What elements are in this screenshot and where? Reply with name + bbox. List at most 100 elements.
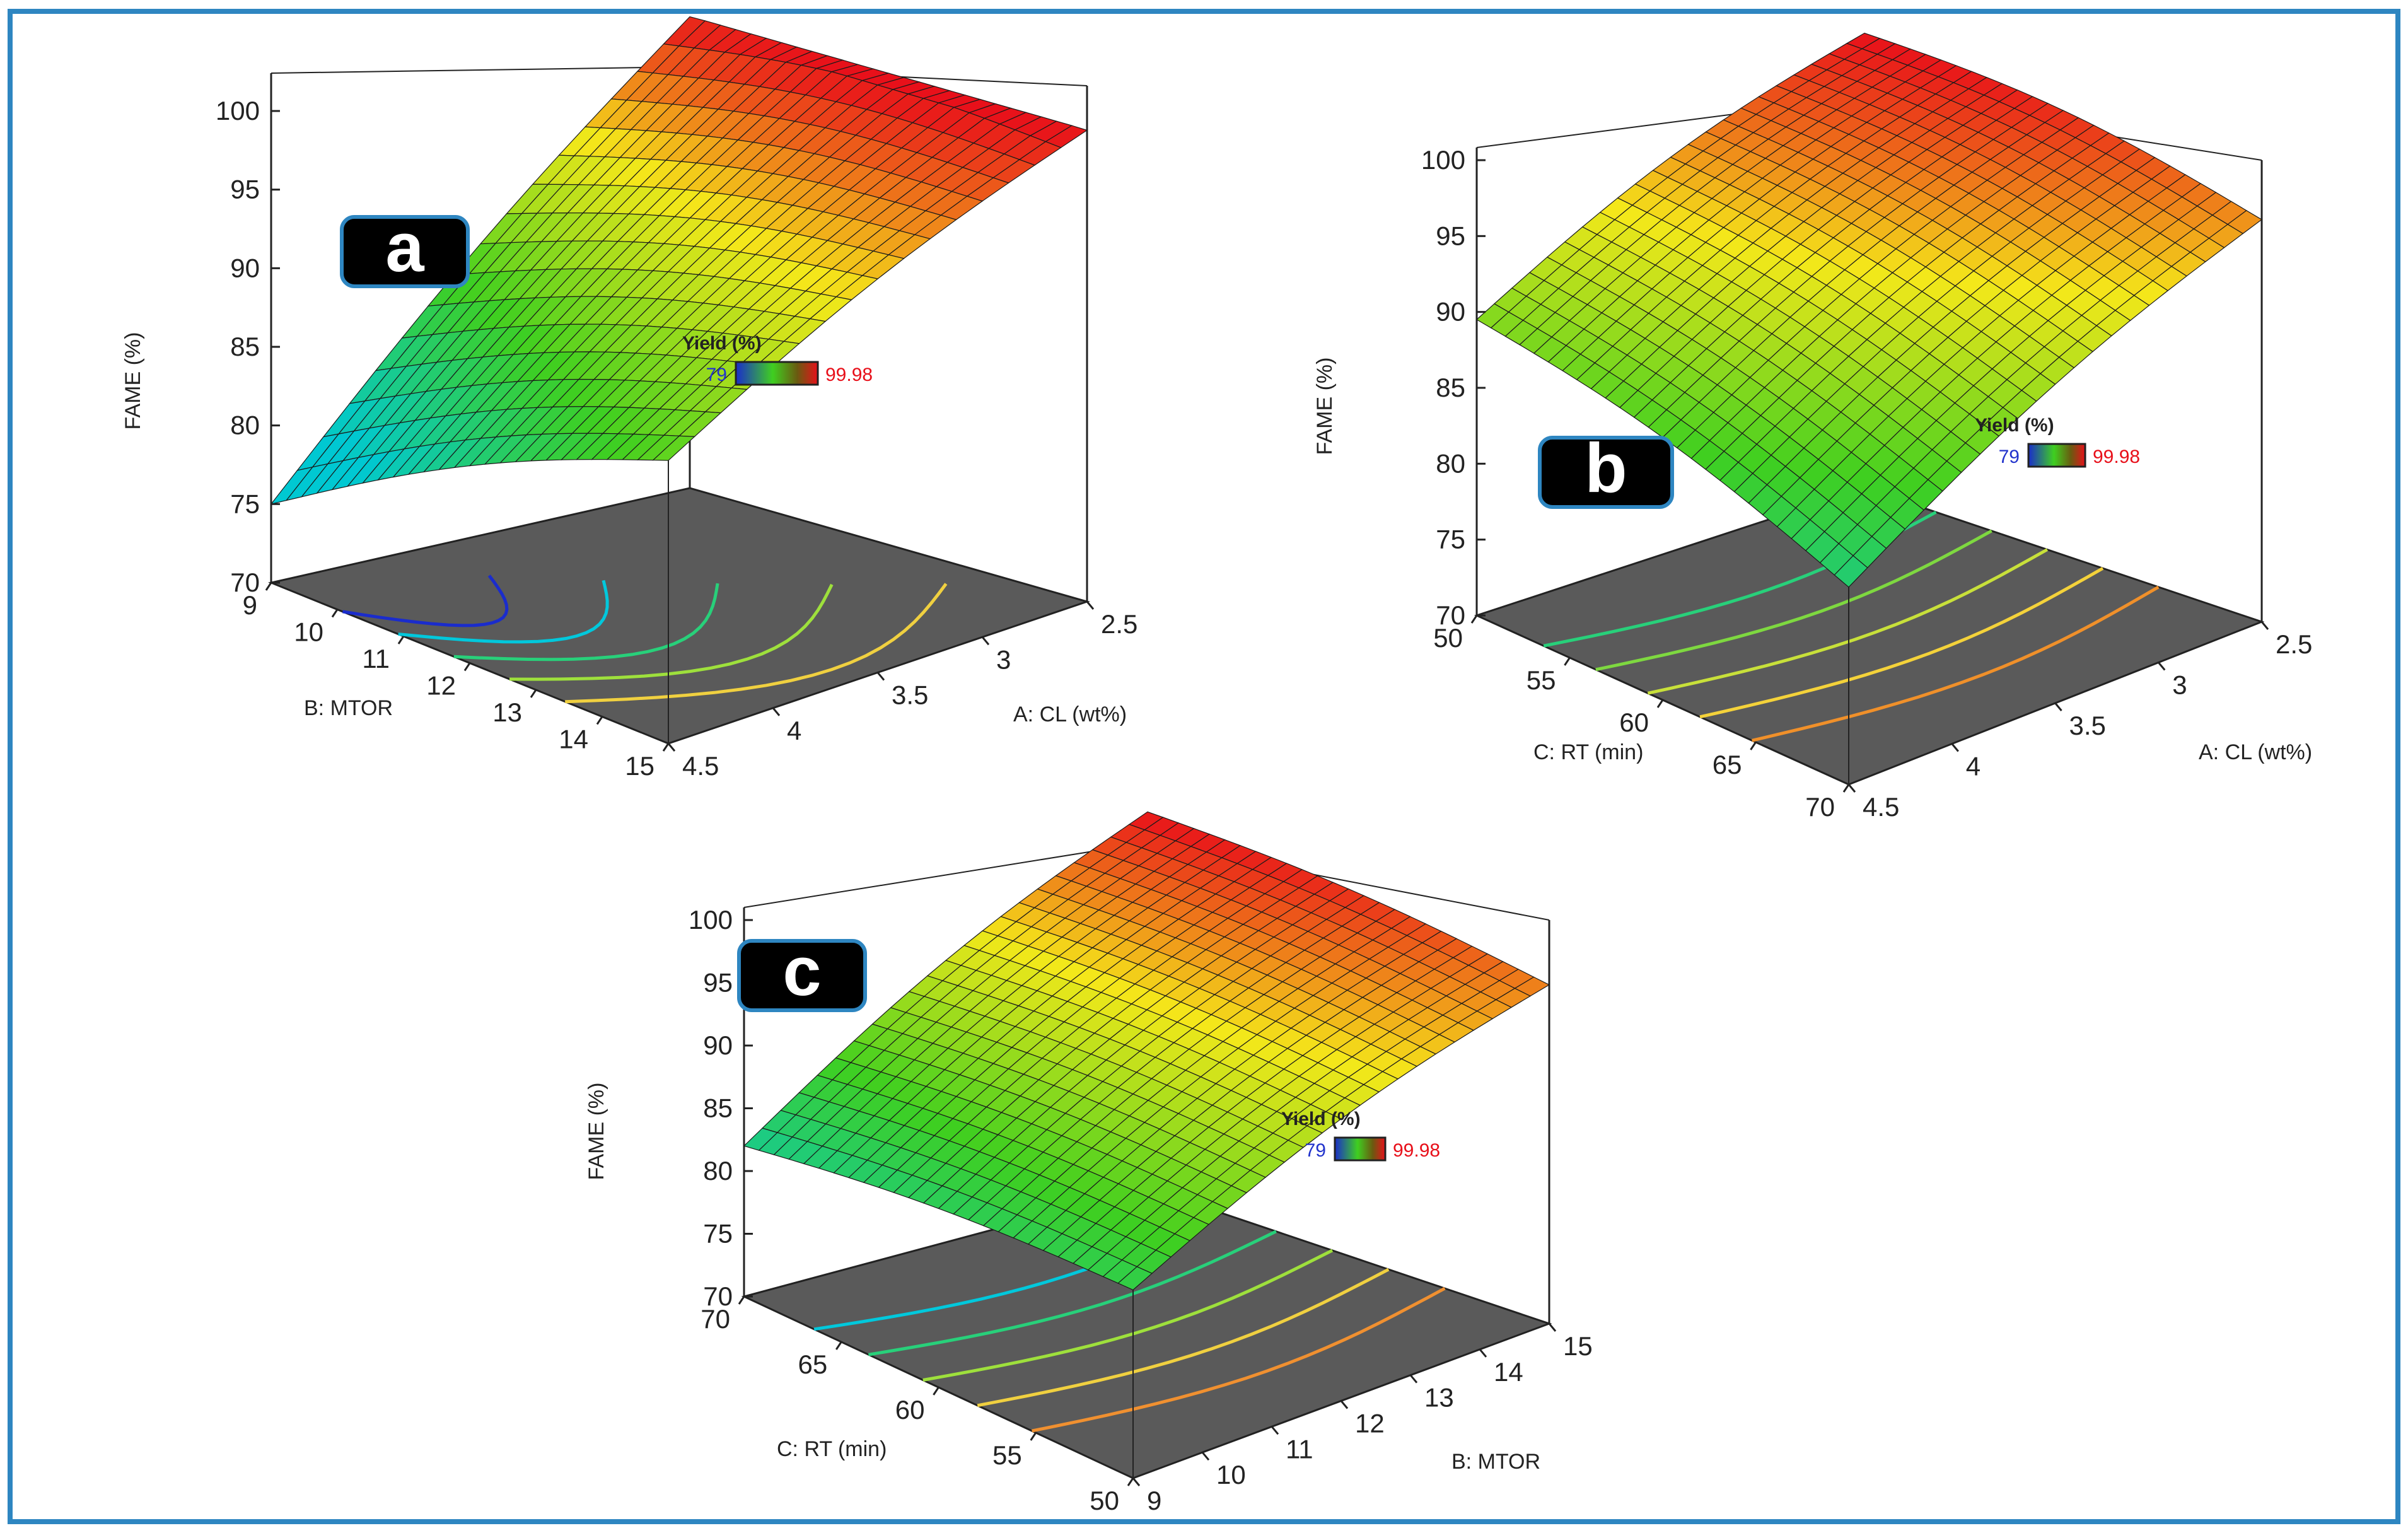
legend-min-label: 79 xyxy=(1999,446,2020,467)
floor-contour-87 xyxy=(868,1230,1277,1356)
legend-color-bar xyxy=(2027,443,2086,468)
z-tick-label: 95 xyxy=(1436,221,1465,250)
right-axis-tick xyxy=(1086,601,1095,610)
legend-min-label: 79 xyxy=(1305,1140,1326,1161)
panel-label-text: c xyxy=(782,933,821,1010)
left-axis-tick-label: 50 xyxy=(1433,623,1463,653)
left-axis-tick xyxy=(1842,784,1850,793)
right-axis-label: A: CL (wt%) xyxy=(2199,740,2312,764)
right-axis-tick xyxy=(2260,621,2269,630)
floor-contour-90 xyxy=(453,583,719,662)
z-tick-label: 90 xyxy=(1436,297,1465,327)
right-axis-tick xyxy=(981,636,990,646)
panel-c: 70 75 80 85 90 95 100 FAME (%) 70 65 60 55 50 C: RT (… xyxy=(585,811,1593,1515)
z-tick-label: 80 xyxy=(703,1156,733,1186)
left-axis-tick xyxy=(662,743,670,752)
right-axis-tick-label: 14 xyxy=(1494,1357,1523,1387)
right-axis-tick-label: 15 xyxy=(1563,1331,1593,1361)
surface-mesh xyxy=(1475,32,2263,588)
left-axis-tick-label: 10 xyxy=(294,617,323,647)
right-axis-tick-label: 4 xyxy=(1966,752,1980,781)
left-axis-tick xyxy=(265,582,272,591)
legend-color-bar xyxy=(1334,1136,1387,1162)
z-tick-label: 95 xyxy=(230,175,260,204)
z-axis-label: FAME (%) xyxy=(1313,358,1337,455)
floor-contour-80 xyxy=(342,574,509,627)
legend-min-label: 79 xyxy=(706,364,727,385)
surface-cell xyxy=(652,435,695,461)
right-axis-tick-label: 13 xyxy=(1424,1383,1454,1413)
right-axis-tick-label: 10 xyxy=(1216,1460,1246,1489)
legend-max-label: 99.98 xyxy=(1393,1140,1440,1161)
right-axis-tick xyxy=(1271,1426,1279,1435)
legend-max-label: 99.98 xyxy=(825,364,873,385)
legend-title: Yield (%) xyxy=(682,333,762,354)
right-axis-tick-label: 4 xyxy=(787,716,801,745)
z-tick-label: 100 xyxy=(1421,145,1465,175)
right-axis-label: B: MTOR xyxy=(1451,1450,1540,1474)
z-tick-label: 70 xyxy=(703,1281,733,1311)
legend-max-label: 99.98 xyxy=(2093,446,2140,467)
left-axis-tick xyxy=(463,662,471,672)
floor-contour-98 xyxy=(1752,585,2160,742)
right-axis-tick xyxy=(876,672,885,681)
left-axis-tick-label: 14 xyxy=(559,725,588,754)
surface-cell xyxy=(1117,1266,1153,1291)
top-back-edge xyxy=(270,66,690,74)
z-tick-label: 95 xyxy=(703,968,733,998)
left-axis-tick xyxy=(596,716,603,725)
legend-title: Yield (%) xyxy=(1975,415,2054,436)
z-tick-label: 100 xyxy=(216,96,260,125)
left-axis-tick xyxy=(1127,1478,1134,1486)
floor-contour-89 xyxy=(1595,529,1992,672)
panel-label-badge xyxy=(340,215,470,288)
left-axis-tick-label: 65 xyxy=(1713,750,1742,779)
right-axis-tick xyxy=(1479,1348,1487,1358)
left-axis-tick-label: 15 xyxy=(625,751,654,781)
left-axis-tick-label: 60 xyxy=(1619,708,1649,737)
left-axis-label: B: MTOR xyxy=(304,696,393,720)
z-tick-label: 75 xyxy=(1436,525,1465,554)
left-axis-tick-label: 50 xyxy=(1090,1486,1119,1515)
right-axis-tick xyxy=(667,743,676,752)
floor-contour-93 xyxy=(509,583,834,681)
z-tick-label: 75 xyxy=(703,1219,733,1249)
floor-contour-96 xyxy=(565,583,948,704)
surface-cell xyxy=(1834,555,1868,588)
top-back-edge xyxy=(743,842,1148,908)
right-axis-tick-label: 3 xyxy=(2172,670,2187,700)
left-axis-tick xyxy=(1750,742,1757,750)
right-axis-tick xyxy=(772,707,781,716)
left-axis-tick-label: 9 xyxy=(243,590,257,620)
left-axis-tick xyxy=(397,636,405,644)
z-tick-label: 80 xyxy=(230,411,260,440)
left-axis-tick xyxy=(1564,657,1571,666)
panel-label-text: b xyxy=(1585,429,1627,507)
right-axis-tick xyxy=(1951,743,1959,752)
surface-mesh xyxy=(270,16,1088,505)
z-tick-label: 90 xyxy=(230,253,260,283)
right-axis-label: A: CL (wt%) xyxy=(1013,702,1127,726)
left-axis-tick xyxy=(835,1341,842,1350)
left-axis-tick-label: 12 xyxy=(426,671,456,701)
z-tick-label: 85 xyxy=(1436,373,1465,402)
z-tick-label: 90 xyxy=(703,1030,733,1060)
right-axis-tick xyxy=(1409,1374,1418,1384)
z-axis-label: FAME (%) xyxy=(121,332,145,430)
right-axis-tick xyxy=(1201,1452,1210,1461)
left-axis-tick xyxy=(738,1296,745,1305)
floor-contour-85 xyxy=(398,580,609,644)
right-axis-tick-label: 3.5 xyxy=(892,680,928,710)
right-axis-tick xyxy=(2054,702,2062,711)
panel-label-badge xyxy=(737,939,867,1012)
z-tick-label: 85 xyxy=(703,1093,733,1123)
z-tick-label: 100 xyxy=(689,905,733,935)
legend-title: Yield (%) xyxy=(1281,1109,1361,1129)
right-axis-tick xyxy=(1132,1478,1141,1486)
floor-contour-91 xyxy=(922,1249,1334,1382)
z-tick-label: 85 xyxy=(230,332,260,361)
right-axis-tick-label: 3 xyxy=(996,644,1011,674)
left-axis-tick-label: 70 xyxy=(1805,792,1835,822)
left-axis-tick xyxy=(530,689,537,698)
left-axis-tick-label: 55 xyxy=(992,1440,1022,1470)
